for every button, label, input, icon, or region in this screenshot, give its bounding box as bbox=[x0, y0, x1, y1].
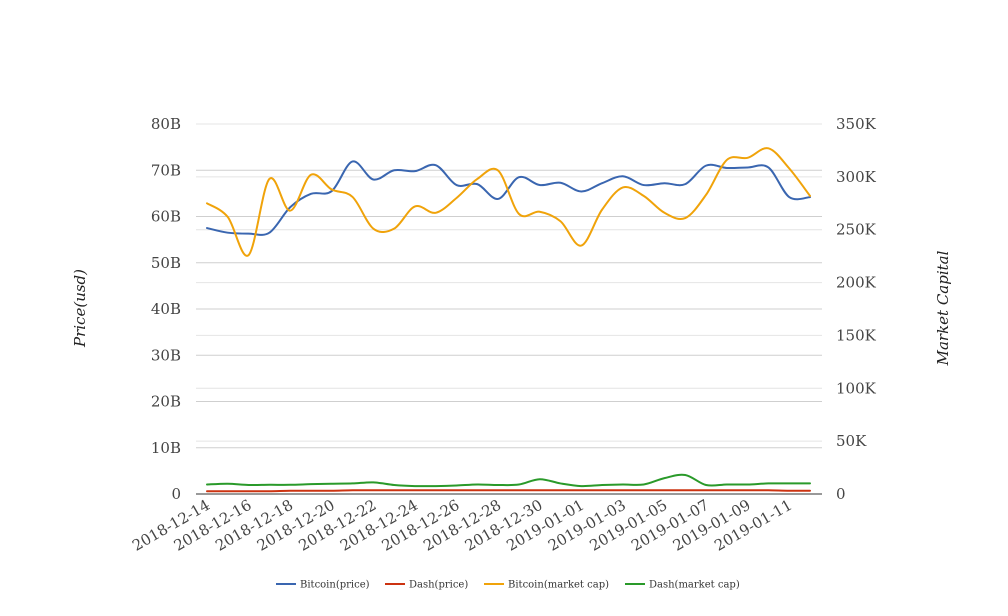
axis-layer: 0 10B 20B 30B 40B 50B 60B 70B 80B 0 50K 100K 150K 200… bbox=[129, 115, 877, 555]
left-tick-label: 20B bbox=[151, 393, 181, 411]
legend-item-dash-price[interactable]: Dash(price) bbox=[385, 580, 468, 591]
left-tick-label: 70B bbox=[151, 161, 181, 179]
left-tick-label: 30B bbox=[151, 346, 181, 364]
left-tick-label: 50B bbox=[151, 254, 181, 272]
legend-label: Dash(market cap) bbox=[649, 580, 740, 591]
legend-label: Bitcoin(price) bbox=[300, 580, 370, 591]
series-line-dash-price bbox=[206, 489, 811, 493]
left-axis-title: Price(usd) bbox=[71, 269, 89, 348]
left-tick-label: 40B bbox=[151, 300, 181, 318]
legend-label: Bitcoin(market cap) bbox=[508, 580, 609, 591]
legend-item-bitcoin-price[interactable]: Bitcoin(price) bbox=[276, 580, 370, 591]
legend: Bitcoin(price) Dash(price) Bitcoin(market … bbox=[276, 580, 740, 591]
left-tick-label: 10B bbox=[151, 439, 181, 457]
legend-item-bitcoin-market-cap[interactable]: Bitcoin(market cap) bbox=[484, 580, 609, 591]
right-tick-label: 350K bbox=[836, 115, 877, 133]
right-tick-label: 250K bbox=[836, 221, 877, 239]
legend-label: Dash(price) bbox=[409, 580, 468, 591]
left-tick-label: 60B bbox=[151, 208, 181, 226]
legend-item-dash-market-cap[interactable]: Dash(market cap) bbox=[625, 580, 740, 591]
series-line-bitcoin-market-cap bbox=[206, 147, 811, 257]
right-tick-label: 100K bbox=[836, 379, 877, 397]
left-tick-label: 80B bbox=[151, 115, 181, 133]
right-tick-label: 0 bbox=[836, 485, 846, 503]
series-layer bbox=[206, 147, 811, 493]
series-line-dash-market-cap bbox=[206, 473, 811, 488]
right-tick-label: 150K bbox=[836, 326, 877, 344]
grid-layer bbox=[196, 123, 822, 495]
label-layer: Price(usd) Market Capital bbox=[71, 250, 952, 366]
right-axis-title: Market Capital bbox=[934, 250, 952, 366]
right-tick-label: 50K bbox=[836, 432, 867, 450]
series-line-bitcoin-price bbox=[206, 160, 811, 236]
right-tick-label: 200K bbox=[836, 274, 877, 292]
right-tick-label: 300K bbox=[836, 168, 877, 186]
left-tick-label: 0 bbox=[171, 485, 181, 503]
